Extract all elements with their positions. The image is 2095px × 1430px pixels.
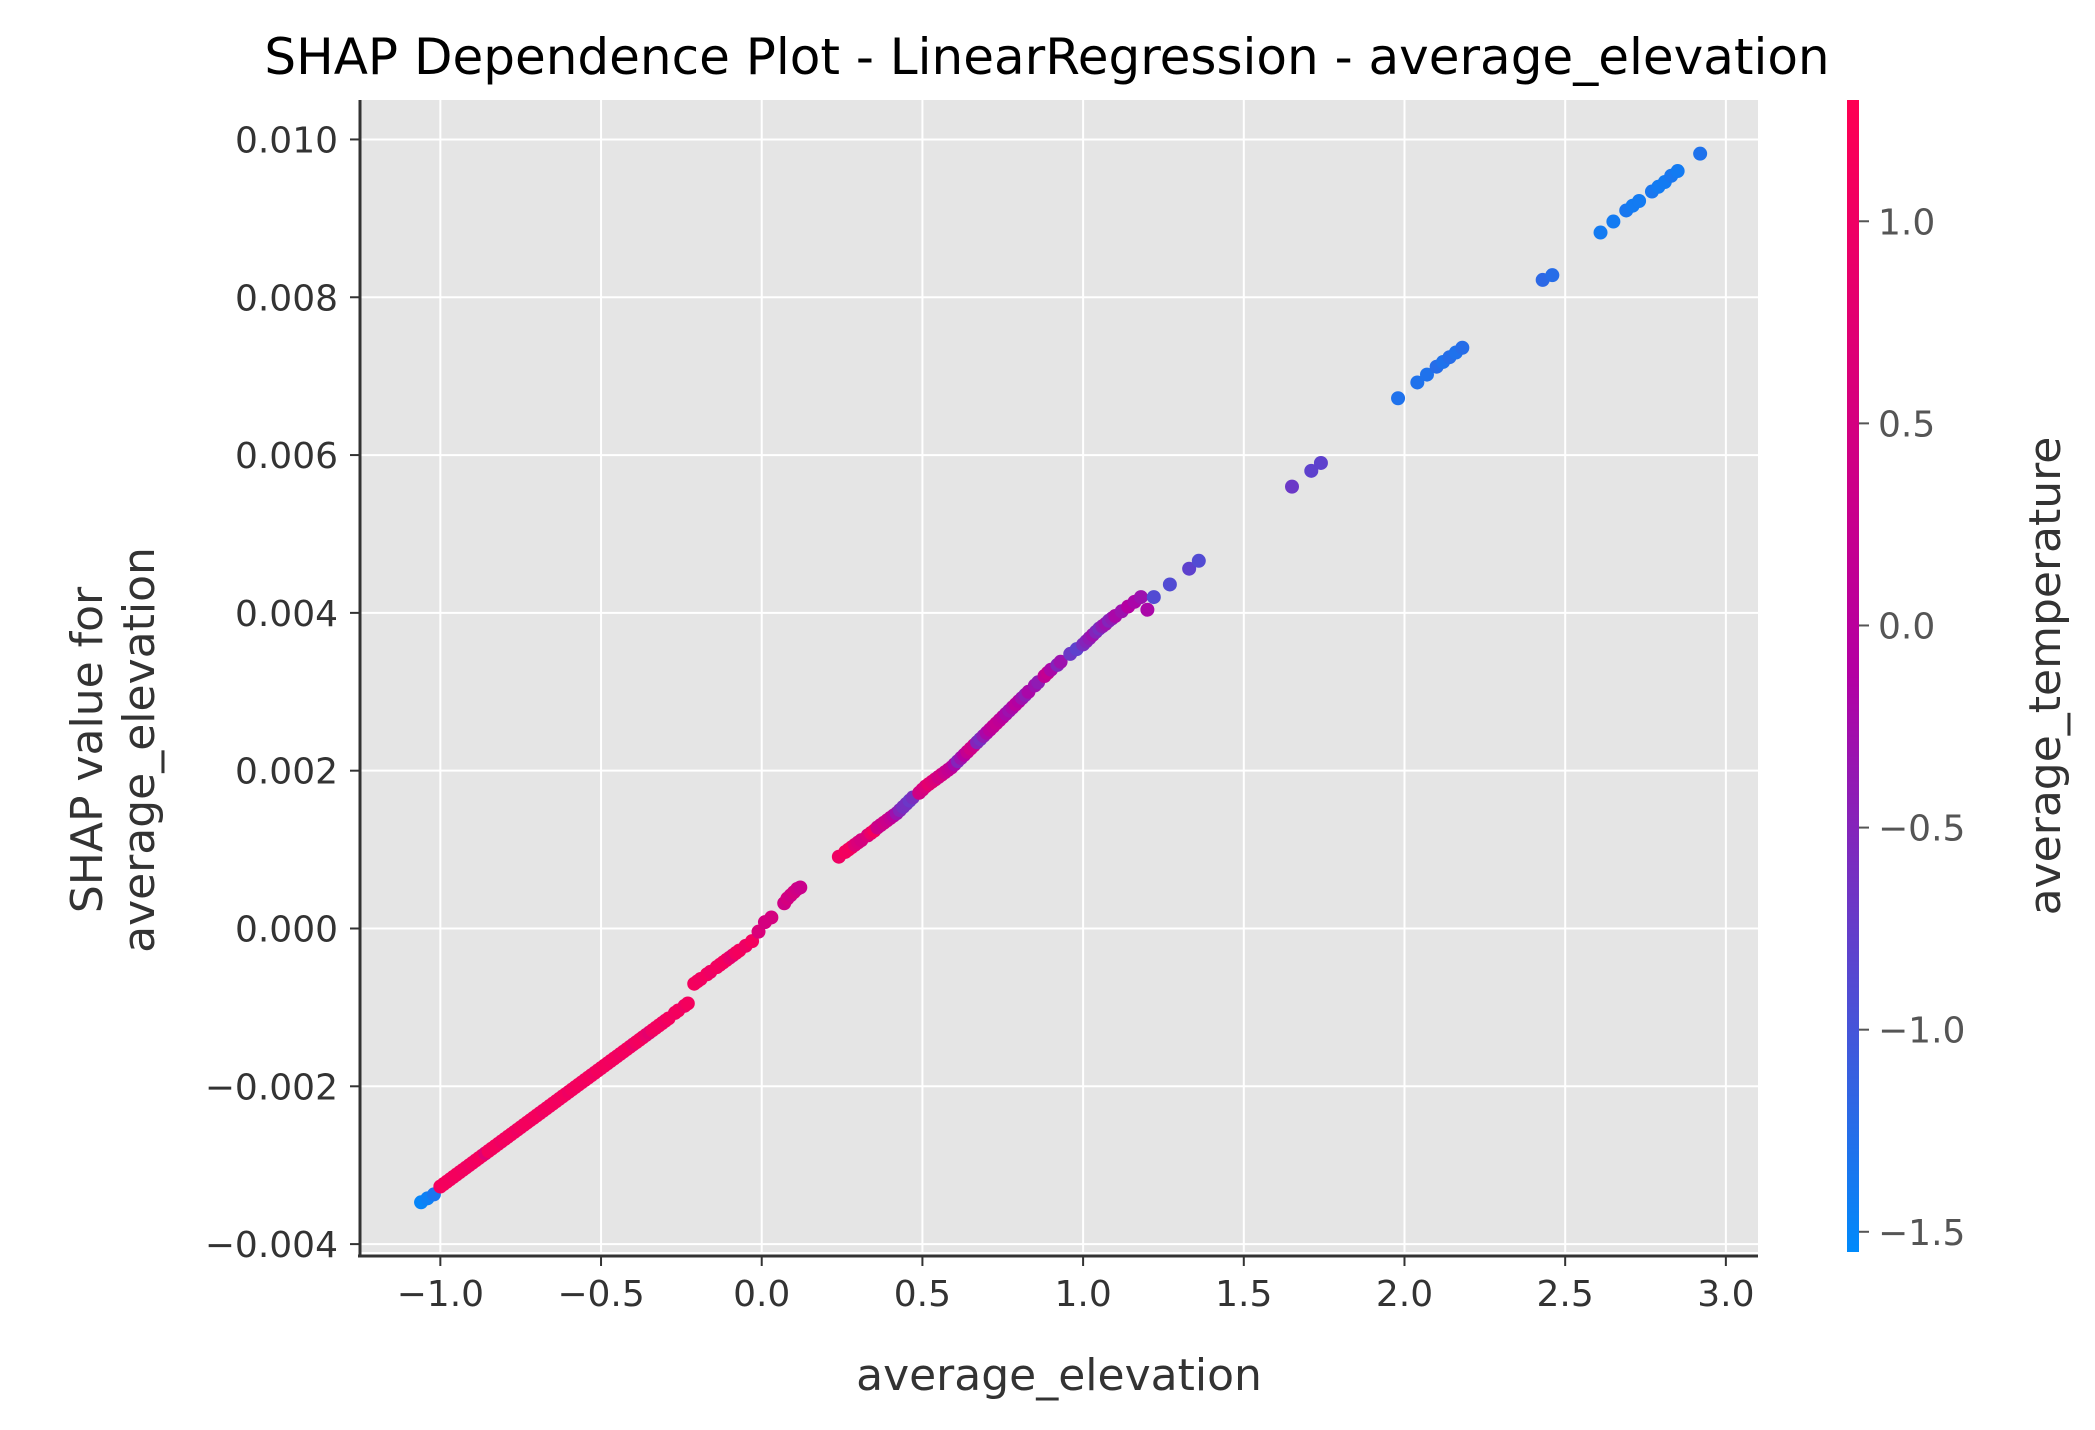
scatter-point	[1146, 590, 1161, 605]
colorbar-label-group: average_temperature	[2020, 437, 2071, 916]
scatter-point	[1140, 602, 1155, 617]
scatter-point	[1313, 455, 1328, 470]
y-axis-ticks: −0.004 −0.002 0.000 0.002 0.004 0.006 0.008 0.0…	[205, 120, 360, 1266]
colorbar-ticks: −1.5 −1.0 −0.5 0.0 0.5 1.0	[1859, 202, 1965, 1254]
y-axis-label-line-2: average_elevation	[114, 547, 165, 953]
scatter-point	[1670, 164, 1685, 179]
x-tick-label: −0.5	[557, 1274, 644, 1315]
colorbar-tick-label: 0.5	[1878, 404, 1935, 445]
grid-lines	[360, 100, 1758, 1252]
scatter-point	[1304, 463, 1319, 478]
plot-area	[360, 100, 1758, 1252]
scatter-point	[1545, 268, 1560, 283]
colorbar-tick-label: 0.0	[1878, 606, 1935, 647]
y-tick-label: −0.002	[205, 1067, 338, 1108]
scatter-point	[1191, 553, 1206, 568]
x-axis-ticks: −1.0 −0.5 0.0 0.5 1.0 1.5 2.0 2.5 3.0	[397, 1256, 1754, 1315]
x-axis-label: average_elevation	[856, 1350, 1262, 1401]
scatter-point	[1693, 146, 1708, 161]
colorbar-tick-label: 1.0	[1878, 202, 1935, 243]
scatter-point	[1632, 193, 1647, 208]
scatter-point	[1455, 340, 1470, 355]
scatter-points	[414, 146, 1708, 1210]
x-tick-label: −1.0	[397, 1274, 484, 1315]
colorbar	[1847, 100, 1859, 1252]
y-tick-label: 0.004	[235, 594, 338, 635]
scatter-point	[1162, 577, 1177, 592]
scatter-point	[680, 996, 695, 1011]
y-tick-label: 0.006	[235, 436, 338, 477]
x-tick-label: 3.0	[1697, 1274, 1754, 1315]
scatter-point	[1053, 654, 1068, 669]
x-tick-label: 0.5	[894, 1274, 951, 1315]
x-tick-label: 1.0	[1054, 1274, 1111, 1315]
scatter-point	[764, 910, 779, 925]
colorbar-tick-label: −1.5	[1878, 1213, 1965, 1254]
scatter-point	[1285, 479, 1299, 494]
colorbar-tick-label: −1.0	[1878, 1011, 1965, 1052]
y-tick-label: 0.010	[235, 120, 338, 161]
colorbar-label: average_temperature	[2020, 437, 2071, 916]
y-tick-label: −0.004	[205, 1225, 338, 1266]
scatter-point	[1419, 367, 1434, 382]
scatter-point	[1133, 590, 1148, 605]
x-tick-label: 1.5	[1215, 1274, 1272, 1315]
y-tick-label: 0.000	[235, 909, 338, 950]
x-tick-label: 0.0	[733, 1274, 790, 1315]
x-tick-label: 2.0	[1376, 1274, 1433, 1315]
chart-title: SHAP Dependence Plot - LinearRegression …	[264, 28, 1829, 86]
colorbar-tick-label: −0.5	[1878, 809, 1965, 850]
y-axis-label: SHAP value for average_elevation	[62, 547, 165, 953]
y-tick-label: 0.002	[235, 752, 338, 793]
x-tick-label: 2.5	[1537, 1274, 1594, 1315]
scatter-point	[1606, 214, 1621, 229]
scatter-point	[1182, 561, 1197, 576]
scatter-point	[1410, 375, 1425, 390]
y-tick-label: 0.008	[235, 278, 338, 319]
scatter-point	[1391, 391, 1406, 406]
scatter-point	[793, 880, 808, 895]
y-axis-label-line-1: SHAP value for	[62, 586, 113, 913]
scatter-point	[1593, 225, 1608, 240]
